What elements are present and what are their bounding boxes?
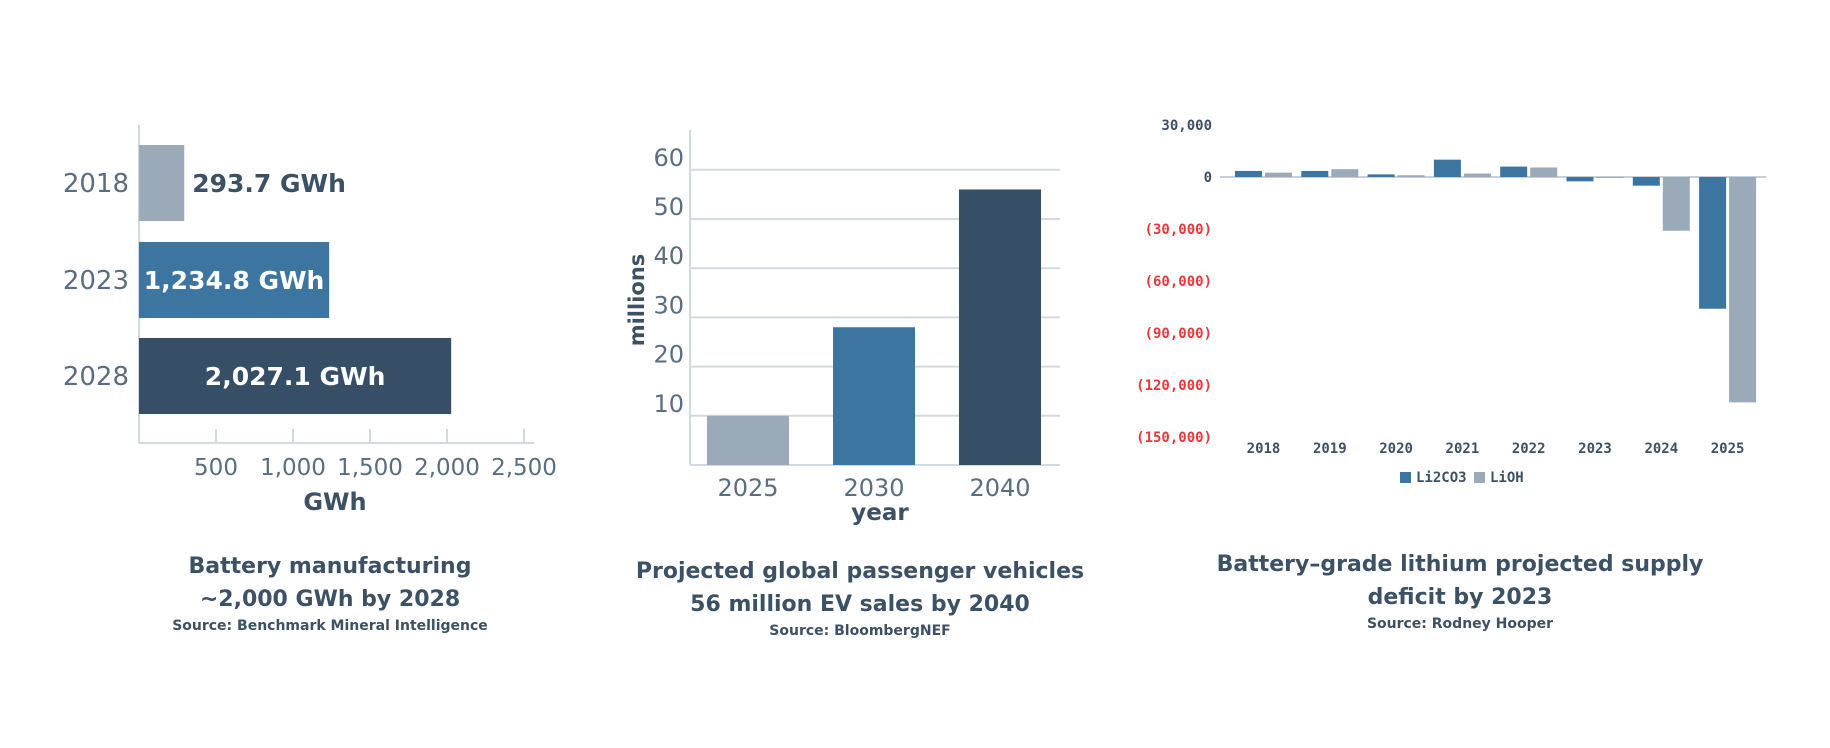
chart1-bar xyxy=(139,338,452,414)
chart1-category-label: 2023 xyxy=(63,266,129,296)
chart3-bar-lioh xyxy=(1265,172,1292,177)
chart2-category-label: 2040 xyxy=(969,474,1030,502)
chart3-category-label: 2019 xyxy=(1313,441,1347,457)
chart3-y-tick-label: (30,000) xyxy=(1145,222,1212,238)
chart2-source: Source: BloombergNEF xyxy=(769,623,951,639)
chart3-category-label: 2023 xyxy=(1578,441,1612,457)
chart3-legend-label: Li2CO3 xyxy=(1416,470,1467,486)
chart3-bar-li2co3 xyxy=(1433,159,1461,177)
chart2-y-tick-label: 10 xyxy=(653,390,684,418)
chart1-x-tick-label: 2,000 xyxy=(414,455,480,481)
chart3-bar-lioh xyxy=(1331,169,1359,177)
chart2-y-tick-label: 20 xyxy=(653,341,684,369)
chart3-source: Source: Rodney Hooper xyxy=(1366,616,1554,632)
chart3-y-tick-label: 0 xyxy=(1204,170,1212,186)
chart2-bar xyxy=(833,327,915,465)
chart3-bar-li2co3 xyxy=(1367,174,1395,177)
chart2-y-tick-label: 30 xyxy=(653,291,684,319)
chart3-category-label: 2025 xyxy=(1711,441,1745,457)
chart1-data-label: 1,234.8 GWh xyxy=(144,266,325,295)
chart3-legend-label: LiOH xyxy=(1490,470,1524,486)
chart3-y-tick-label: (150,000) xyxy=(1136,430,1212,446)
chart3-category-label: 2024 xyxy=(1644,441,1678,457)
chart3-category-label: 2018 xyxy=(1247,441,1281,457)
chart1-x-tick-label: 500 xyxy=(194,455,238,481)
chart3-bar-li2co3 xyxy=(1500,166,1528,177)
chart1-bar xyxy=(139,242,330,318)
chart2-x-axis-title: year xyxy=(851,500,909,526)
chart3-category-label: 2021 xyxy=(1446,441,1480,457)
chart3-bar-li2co3 xyxy=(1699,177,1727,309)
chart3-y-tick-label: (60,000) xyxy=(1145,274,1212,290)
chart1-data-label: 293.7 GWh xyxy=(192,169,346,198)
chart3-y-tick-label: (120,000) xyxy=(1136,378,1212,394)
chart1-bar xyxy=(139,145,185,221)
chart2-bar xyxy=(707,415,789,465)
chart3-bar-li2co3 xyxy=(1566,177,1594,182)
chart2-category-label: 2025 xyxy=(717,474,778,502)
chart3-legend-swatch xyxy=(1400,472,1411,483)
chart1-subtitle: ~2,000 GWh by 2028 xyxy=(199,587,461,612)
chart2-y-tick-label: 60 xyxy=(653,144,684,172)
chart3-bar-lioh xyxy=(1662,177,1690,231)
chart3-bar-li2co3 xyxy=(1235,170,1262,177)
chart1-title: Battery manufacturing xyxy=(188,554,472,579)
chart3-bar-li2co3 xyxy=(1301,170,1329,177)
chart3-caption: Battery–grade lithium projected supply d… xyxy=(1200,548,1720,634)
chart3-category-label: 2022 xyxy=(1512,441,1546,457)
chart2-subtitle: 56 million EV sales by 2040 xyxy=(690,592,1030,617)
chart1-x-tick-label: 1,000 xyxy=(260,455,326,481)
chart2-caption: Projected global passenger vehicles 56 m… xyxy=(620,555,1100,641)
chart3-bar-lioh xyxy=(1596,177,1624,178)
chart1-category-label: 2028 xyxy=(63,362,129,392)
chart3-subtitle: deficit by 2023 xyxy=(1367,585,1553,610)
chart1-caption: Battery manufacturing ~2,000 GWh by 2028… xyxy=(120,550,540,636)
chart1-category-label: 2018 xyxy=(63,169,129,199)
chart1-x-axis-title: GWh xyxy=(303,488,366,516)
chart3-bar-li2co3 xyxy=(1632,177,1660,186)
chart2-category-label: 2030 xyxy=(843,474,904,502)
chart3-bar-lioh xyxy=(1463,173,1491,177)
chart1-source: Source: Benchmark Mineral Intelligence xyxy=(172,618,488,634)
chart1-x-tick-label: 1,500 xyxy=(337,455,403,481)
chart2-y-axis-title: millions xyxy=(625,254,649,347)
chart3-title: Battery–grade lithium projected supply xyxy=(1216,552,1704,577)
chart2-bar xyxy=(959,189,1041,466)
chart3-legend-swatch xyxy=(1474,472,1485,483)
chart2-y-tick-label: 50 xyxy=(653,193,684,221)
chart3-category-label: 2020 xyxy=(1379,441,1413,457)
chart3-bar-lioh xyxy=(1530,167,1558,177)
chart1-x-tick-label: 2,500 xyxy=(491,455,557,481)
chart3-bar-lioh xyxy=(1729,177,1757,403)
chart3-bar-lioh xyxy=(1397,175,1425,177)
chart3-y-tick-label: (90,000) xyxy=(1145,326,1212,342)
chart2-y-tick-label: 40 xyxy=(653,242,684,270)
chart2-title: Projected global passenger vehicles xyxy=(635,559,1085,584)
chart3-y-tick-label: 30,000 xyxy=(1161,118,1212,134)
chart1-data-label: 2,027.1 GWh xyxy=(205,362,386,391)
